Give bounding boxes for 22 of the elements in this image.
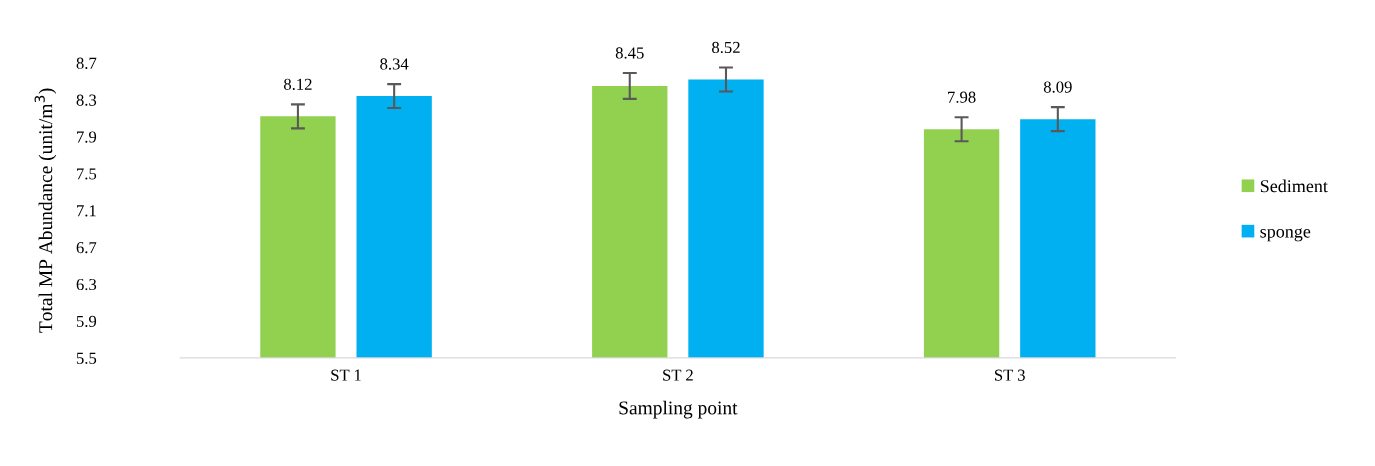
x-tick-label: ST 2 — [663, 369, 693, 381]
data-label: 8.09 — [1043, 81, 1072, 93]
legend-label: Sediment — [1260, 179, 1328, 193]
y-tick-label: 5.9 — [76, 315, 97, 328]
x-tick-label: ST 3 — [994, 369, 1025, 381]
y-tick-label: 8.3 — [76, 94, 97, 106]
y-tick-label: 7.9 — [77, 131, 97, 143]
legend-label: sponge — [1260, 228, 1311, 242]
data-label: 8.45 — [615, 47, 644, 59]
data-label: 7.98 — [948, 91, 976, 103]
y-tick-label: 6.7 — [76, 242, 97, 254]
y-tick-label: 5.5 — [76, 352, 97, 364]
x-tick-label: ST 1 — [331, 369, 361, 381]
data-label: 8.12 — [283, 78, 312, 90]
data-label: 8.34 — [380, 58, 409, 70]
y-tick-label: 7.5 — [77, 168, 97, 180]
y-tick-label: 8.7 — [76, 57, 97, 69]
y-tick-label: 7.1 — [77, 205, 96, 217]
y-axis-title: Total MP Abundance (unit/m$^{3}$) — [34, 88, 57, 333]
y-tick-label: 6.3 — [76, 278, 97, 291]
data-label: 8.52 — [712, 41, 740, 54]
x-axis-title: Sampling point — [619, 400, 738, 419]
